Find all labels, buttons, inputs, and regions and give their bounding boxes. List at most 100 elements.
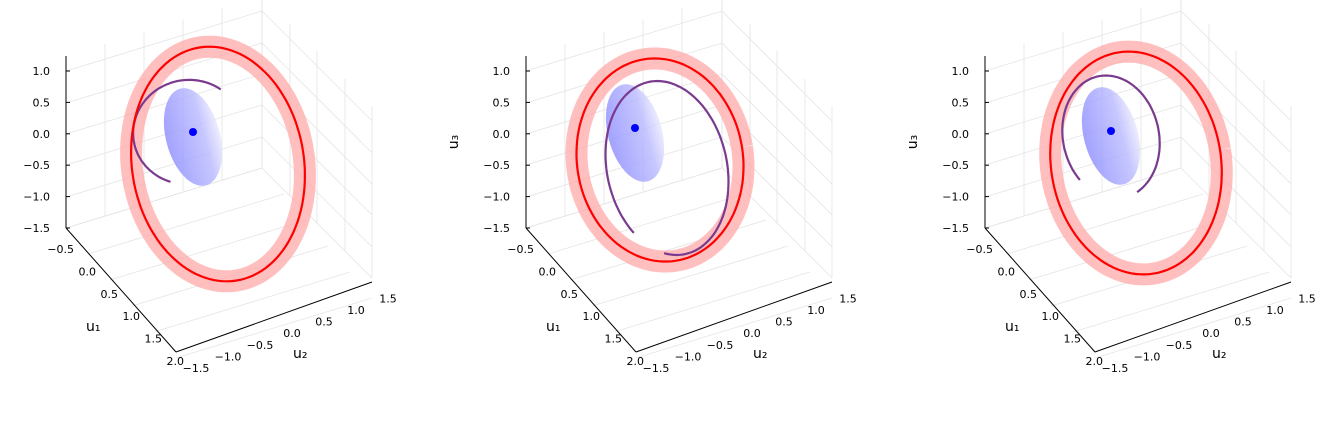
z-tick-label: −1.5 (23, 222, 50, 235)
y-tick-label: 1.0 (807, 304, 825, 317)
y-tick-label: −0.5 (1166, 339, 1193, 352)
grid (525, 0, 833, 359)
x-tick-label: 1.0 (123, 310, 141, 323)
gridline (591, 245, 789, 307)
gridline (65, 73, 263, 135)
x-tick-label: 0.0 (998, 265, 1016, 278)
z-tick-label: 1.0 (33, 65, 51, 78)
y-tick-label: −1.0 (215, 350, 242, 363)
x-axis-label: u₁ (546, 319, 561, 335)
y-tick-label: −1.0 (675, 350, 702, 363)
y-tick-label: −0.5 (707, 339, 734, 352)
x-tick-label: 2.0 (1086, 355, 1104, 368)
axes (525, 56, 833, 353)
z-tick-label: −1.0 (23, 191, 50, 204)
gridline (87, 193, 285, 255)
periodic-orbit (1049, 50, 1223, 276)
z-tick-label: −0.5 (483, 159, 510, 172)
z-tick-label: 0.0 (952, 128, 970, 141)
gridline (984, 104, 1182, 166)
x-tick-label: 1.5 (605, 333, 623, 346)
gridline (1006, 193, 1204, 255)
x-tick-label: 0.5 (1020, 288, 1038, 301)
x-tick-label: 2.0 (627, 355, 645, 368)
x-axis (984, 227, 1096, 353)
equilibrium-point (1107, 127, 1115, 135)
panel-3: 1.0 0.5 0.0 −0.5 −1.0 −1.5 −0.5 0.0 0.5 1.0 1.5 2.0… (905, 0, 1316, 375)
x-tick-label: 1.5 (1064, 333, 1082, 346)
gridline (65, 104, 263, 166)
z-axis-label: u₃ (446, 135, 462, 150)
gridline (547, 193, 745, 255)
equilibrium-point (189, 128, 197, 136)
gridline (984, 73, 1182, 135)
x-axis-label: u₁ (1005, 319, 1020, 335)
x-tick-label: 1.0 (583, 310, 601, 323)
panel-2: 1.0 0.5 0.0 −0.5 −1.0 −1.5 −0.5 0.0 0.5 1.0 1.5 2.0… (446, 0, 857, 375)
gridline (984, 136, 1182, 198)
gridline (65, 136, 263, 198)
z-tick-label: −1.0 (483, 191, 510, 204)
gridline (984, 10, 1182, 72)
equilibrium-point (631, 124, 639, 132)
panel-1: 1.0 0.5 0.0 −0.5 −1.0 −1.5 −0.5 0.0 0.5 1.0 1.5 2.0… (23, 0, 397, 375)
x-tick-label: 0.0 (79, 265, 97, 278)
z-tick-label: 0.0 (33, 128, 51, 141)
periodic-orbit (129, 45, 307, 283)
y-tick-label: 1.5 (839, 292, 857, 305)
y-tick-label: 0.0 (1202, 327, 1220, 340)
gridline (613, 271, 811, 333)
y-tick-label: −0.5 (247, 339, 274, 352)
y-tick-label: 1.0 (347, 304, 365, 317)
z-tick-label: 0.5 (952, 96, 970, 109)
x-tick-label: 0.5 (101, 288, 119, 301)
z-tick-label: 0.5 (493, 96, 511, 109)
gridline (635, 297, 833, 359)
gridline (65, 167, 263, 229)
trajectory-curve (604, 79, 730, 257)
z-axis-label: u₃ (905, 135, 921, 150)
x-axis-label: u₁ (86, 319, 101, 335)
z-tick-label: −1.5 (942, 222, 969, 235)
y-axis-label: u₂ (1212, 346, 1227, 362)
x-axis (65, 227, 177, 353)
gridline (1072, 271, 1270, 333)
x-tick-label: 1.5 (145, 333, 163, 346)
gridline (525, 167, 723, 229)
y-tick-label: −1.5 (643, 362, 670, 375)
y-tick-label: 0.5 (775, 316, 793, 329)
axes (984, 56, 1292, 353)
x-tick-label: −0.5 (47, 243, 74, 256)
trajectory-curve (131, 78, 222, 183)
periodic-orbit (575, 57, 745, 263)
x-tick-label: −0.5 (507, 243, 534, 256)
y-tick-label: −1.0 (1134, 350, 1161, 363)
gridline (1028, 219, 1226, 281)
x-tick-label: 0.0 (539, 265, 557, 278)
stable-manifold-disk (1081, 87, 1141, 185)
y-tick-label: 0.5 (315, 316, 333, 329)
y-axis-label: u₂ (753, 346, 768, 362)
z-tick-label: −0.5 (942, 159, 969, 172)
trajectory-curve (1061, 74, 1161, 193)
y-axis (635, 281, 833, 353)
gridline (109, 219, 307, 281)
y-tick-label: 0.0 (743, 327, 761, 340)
x-tick-label: 0.5 (561, 288, 579, 301)
z-tick-label: 1.0 (952, 65, 970, 78)
gridline (65, 10, 263, 72)
y-axis-label: u₂ (293, 346, 308, 362)
y-axis (1094, 281, 1292, 353)
x-tick-label: −0.5 (966, 243, 993, 256)
z-tick-label: 0.5 (33, 96, 51, 109)
stable-manifold-disk (163, 88, 223, 186)
y-tick-label: 0.5 (1234, 316, 1252, 329)
z-tick-label: −1.5 (483, 222, 510, 235)
x-tick-label: 1.0 (1042, 310, 1060, 323)
gridline (525, 10, 723, 72)
y-tick-label: 1.0 (1266, 304, 1284, 317)
x-axis (525, 227, 637, 353)
z-tick-label: −1.0 (942, 191, 969, 204)
gridline (1094, 297, 1292, 359)
